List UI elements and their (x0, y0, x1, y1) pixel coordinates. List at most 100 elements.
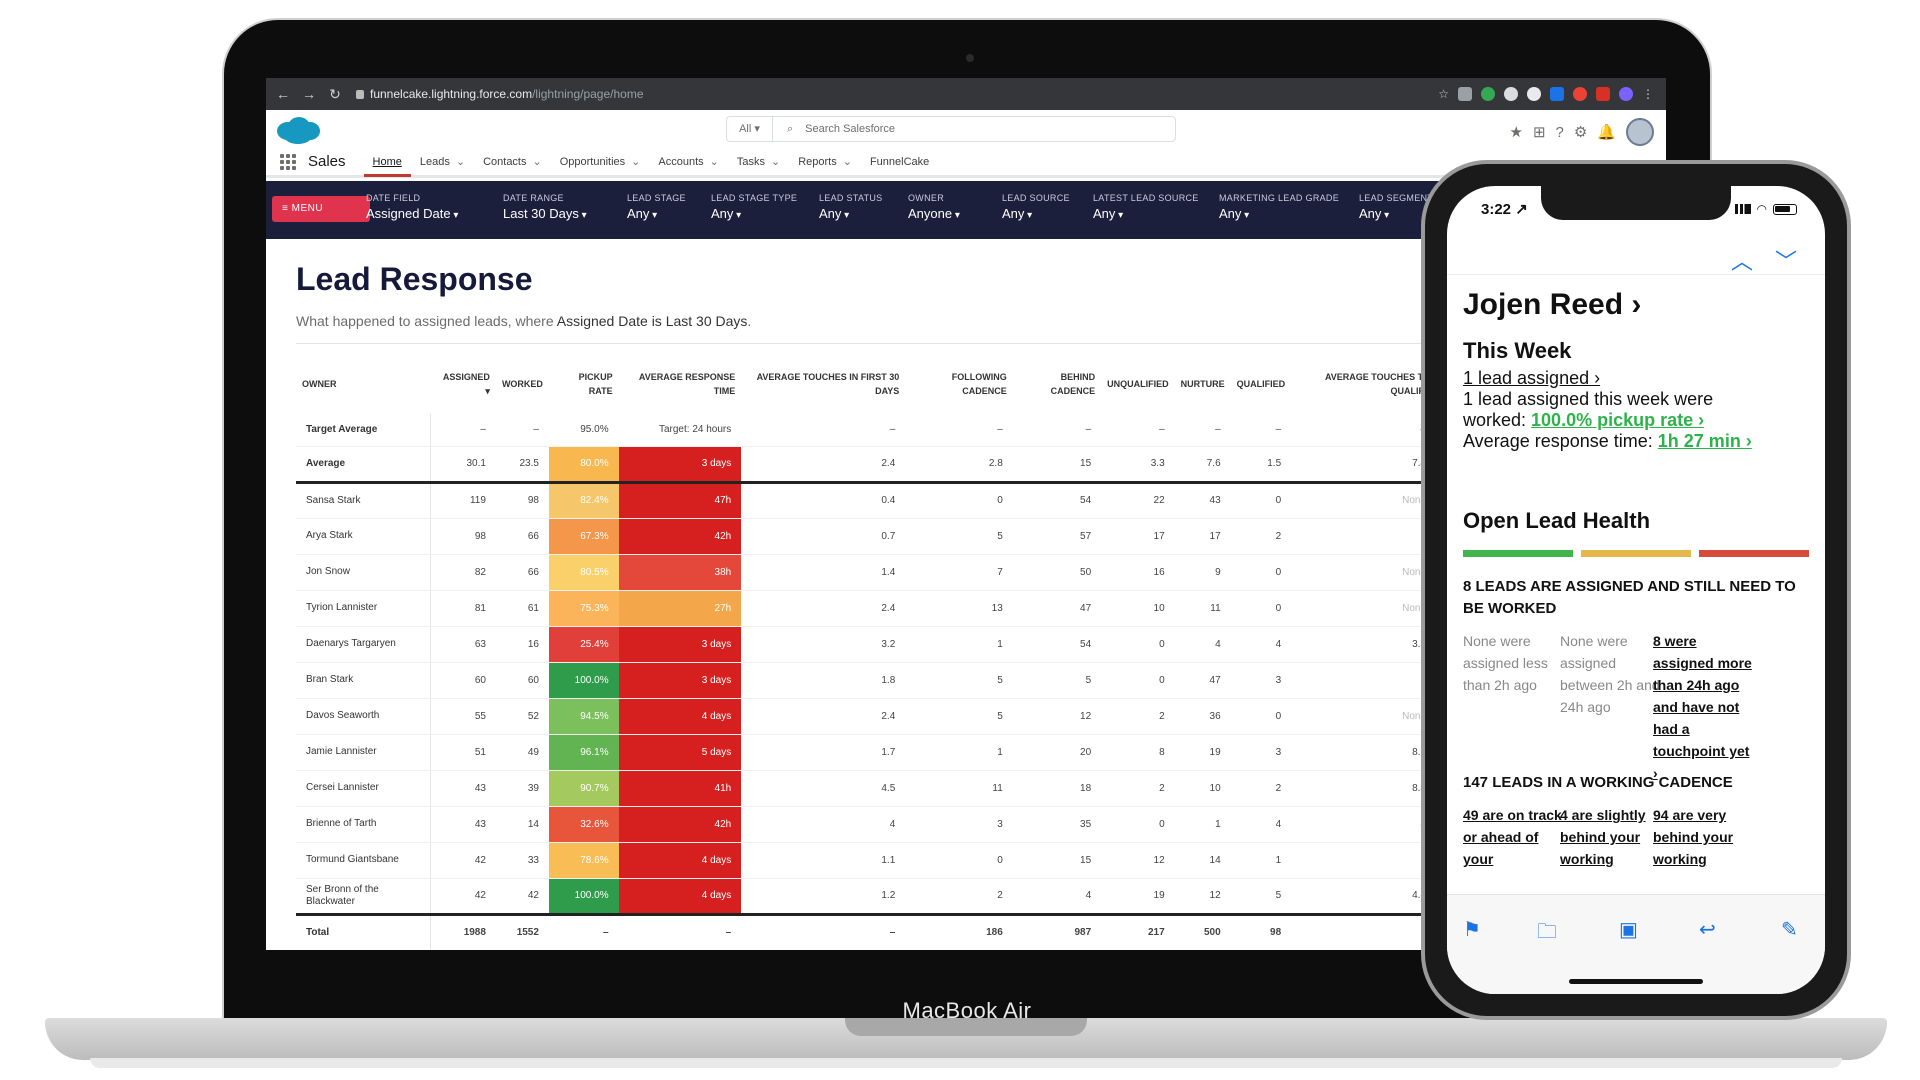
nav-tab-contacts[interactable]: Contacts ⌄ (474, 147, 551, 177)
compose-icon[interactable]: ✎ (1781, 919, 1798, 941)
nav-tab-home[interactable]: Home (363, 147, 411, 177)
chevron-down-icon[interactable]: ⌄ (631, 155, 641, 168)
owner-cell[interactable]: Arya Stark (296, 518, 432, 555)
owner-cell[interactable]: Bran Stark (296, 662, 432, 699)
owner-cell[interactable]: Sansa Stark (296, 482, 432, 519)
extension-icon[interactable] (1573, 87, 1587, 101)
favorites-icon[interactable]: ★ (1509, 124, 1523, 141)
column-header: Owner (302, 379, 337, 389)
owner-cell[interactable]: Tyrion Lannister (296, 590, 432, 627)
global-actions-icon[interactable]: ⊞ (1532, 124, 1546, 141)
filter-marketing-lead-grade[interactable]: MARKETING LEAD GRADE Any (1219, 193, 1339, 221)
owner-cell[interactable]: Jon Snow (296, 554, 432, 591)
nav-tab-funnelcake[interactable]: FunnelCake (861, 147, 938, 177)
help-icon[interactable]: ? (1555, 123, 1564, 141)
filter-label: MARKETING LEAD GRADE (1219, 193, 1340, 203)
table-row: Total 1988 1552– – –186 987 217 500 98 (296, 912, 1436, 950)
filter-latest-lead-source[interactable]: LATEST LEAD SOURCE Any (1093, 193, 1199, 221)
chrome-menu-icon[interactable]: ⋮ (1642, 87, 1654, 101)
filter-date-range[interactable]: DATE RANGE Last 30 Days (503, 193, 587, 221)
nav-tab-leads[interactable]: Leads ⌄ (411, 147, 474, 177)
avatar[interactable] (1626, 118, 1654, 146)
owner-cell[interactable]: Ser Bronn of the Blackwater (296, 878, 432, 915)
filter-value[interactable]: Any (1093, 206, 1199, 221)
table-cell: 100.0% (548, 662, 619, 699)
profile-icon[interactable] (1619, 87, 1633, 101)
chevron-down-icon[interactable]: ⌄ (709, 155, 719, 168)
table-cell: 5 (1291, 842, 1436, 879)
table-row: Average 30.1 23.5 80.0% 3 days 2.4 2.8 15 3.3 7.6… (296, 446, 1436, 484)
extension-icon[interactable] (1596, 87, 1610, 101)
filter-lead-segment[interactable]: LEAD SEGMENT Any (1359, 193, 1433, 221)
table-cell: 2 (1101, 698, 1175, 735)
filter-lead-source[interactable]: LEAD SOURCE Any (1002, 193, 1070, 221)
nav-tab-reports[interactable]: Reports ⌄ (789, 147, 861, 177)
chevron-down-icon[interactable]: ⌄ (455, 155, 466, 168)
filter-value[interactable]: Last 30 Days (503, 206, 587, 221)
flag-icon[interactable]: ⚑ (1463, 919, 1481, 941)
extension-icon[interactable] (1504, 87, 1518, 101)
folder-icon[interactable]: 🗀 (1537, 921, 1557, 943)
filter-value[interactable]: Any (1359, 206, 1433, 221)
owner-cell[interactable]: Daenarys Targaryen (296, 626, 432, 663)
chevron-down-icon[interactable]: ⌄ (842, 155, 852, 168)
response-time-link[interactable]: 1h 27 min › (1657, 431, 1752, 451)
chevron-up-icon[interactable]: ︿ (1730, 249, 1753, 274)
address-bar[interactable]: funnelcake.lightning.force.com/lightning… (356, 87, 644, 101)
column-header[interactable]: Assigned ▾ (442, 372, 490, 396)
reload-icon[interactable]: ↻ (329, 85, 341, 102)
filter-value[interactable]: Any (819, 206, 882, 221)
extension-icon[interactable] (1458, 87, 1472, 101)
url-path: /lightning/page/home (532, 87, 644, 101)
table-cell: 9 (1174, 554, 1231, 591)
nav-tab-tasks[interactable]: Tasks ⌄ (728, 147, 789, 177)
filter-value[interactable]: Anyone (908, 206, 960, 221)
global-search[interactable]: All ⌕ Search Salesforce (726, 116, 1176, 142)
back-arrow-icon[interactable]: ← (276, 86, 290, 102)
cadence-on-track-link[interactable]: 49 are on track or ahead of your (1463, 807, 1562, 867)
search-scope-dropdown[interactable]: All (727, 117, 773, 141)
cadence-slightly-behind-link[interactable]: 4 are slightly behind your working (1560, 807, 1646, 867)
chevron-down-icon[interactable]: ⌄ (532, 155, 542, 168)
owner-cell[interactable]: Davos Seaworth (296, 698, 432, 735)
forward-arrow-icon[interactable]: → (302, 86, 316, 102)
filter-value[interactable]: Any (1219, 206, 1339, 221)
filter-lead-stage[interactable]: LEAD STAGE Any (627, 193, 686, 221)
leads-assigned-link[interactable]: 1 lead assigned › (1463, 368, 1601, 388)
pickup-rate-link[interactable]: 100.0% pickup rate › (1531, 410, 1705, 430)
setup-gear-icon[interactable]: ⚙ (1573, 124, 1588, 141)
archive-icon[interactable]: ▣ (1619, 919, 1638, 941)
nav-tab-opportunities[interactable]: Opportunities ⌄ (551, 147, 650, 177)
extension-icon[interactable] (1481, 87, 1495, 101)
table-row: Davos Seaworth 55 52 94.5% 4 days 2.4 5 12 2 36 0 N… (296, 698, 1436, 735)
reply-icon[interactable]: ↩ (1699, 919, 1716, 941)
owner-cell[interactable]: Tormund Giantsbane (296, 842, 432, 879)
contact-name[interactable]: Jojen Reed › (1463, 288, 1642, 321)
chevron-down-icon[interactable]: ﹀ (1774, 249, 1797, 274)
bookmark-star-icon[interactable]: ☆ (1438, 87, 1449, 101)
filter-value[interactable]: Any (711, 206, 797, 221)
bucket-over-24h-link[interactable]: 8 were assigned more than 24h ago and ha… (1653, 633, 1752, 781)
nav-tab-accounts[interactable]: Accounts ⌄ (649, 147, 727, 177)
app-launcher-icon[interactable] (280, 153, 296, 170)
filter-owner[interactable]: OWNER Anyone (908, 193, 960, 221)
filter-lead-status[interactable]: LEAD STATUS Any (819, 193, 882, 221)
menu-button[interactable]: ≡ MENU (272, 196, 370, 222)
filter-lead-stage-type[interactable]: LEAD STAGE TYPE Any (711, 193, 797, 221)
owner-cell[interactable]: Jamie Lannister (296, 734, 432, 771)
search-input[interactable]: Search Salesforce (805, 123, 896, 135)
filter-value[interactable]: Any (627, 206, 686, 221)
filter-value[interactable]: Assigned Date (366, 206, 458, 221)
extension-icon[interactable] (1527, 87, 1541, 101)
notifications-bell-icon[interactable]: 🔔 (1597, 124, 1616, 141)
chevron-down-icon[interactable]: ⌄ (770, 155, 781, 168)
owner-cell[interactable]: Cersei Lannister (296, 770, 432, 807)
table-row: Cersei Lannister 43 39 90.7% 41h 4.5 11 18 2 10 2 8… (296, 770, 1436, 807)
owner-cell[interactable]: Brienne of Tarth (296, 806, 432, 843)
bucket-2h-24h: None were assigned between 2h and 24h ag… (1560, 633, 1660, 715)
cadence-very-behind-link[interactable]: 94 are very behind your working (1653, 807, 1734, 867)
extension-icon[interactable] (1550, 87, 1564, 101)
filter-date-field[interactable]: DATE FIELD Assigned Date (366, 193, 458, 221)
filter-value[interactable]: Any (1002, 206, 1070, 221)
salesforce-logo-icon[interactable] (274, 115, 322, 145)
